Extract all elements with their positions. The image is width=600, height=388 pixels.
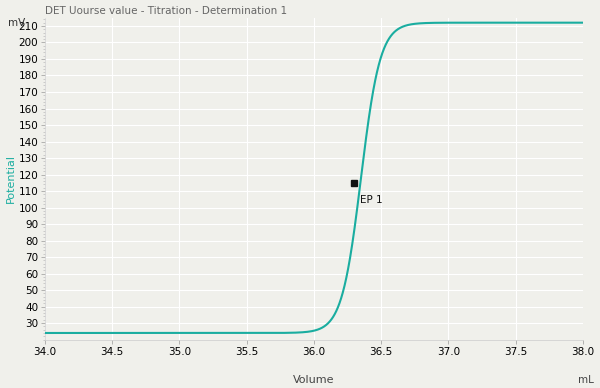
Text: EP 1: EP 1 [359,195,382,204]
Text: DET Uourse value - Titration - Determination 1: DET Uourse value - Titration - Determina… [45,5,287,16]
Text: Volume: Volume [293,375,335,385]
Text: mL: mL [578,375,593,385]
Y-axis label: Potential: Potential [5,154,16,203]
Text: mV: mV [8,18,26,28]
